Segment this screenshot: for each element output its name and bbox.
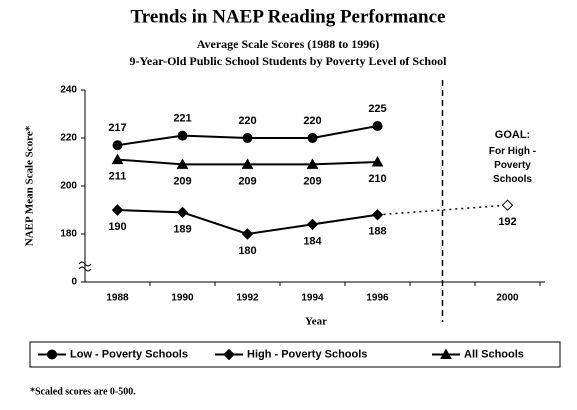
marker (242, 133, 253, 143)
marker (112, 140, 123, 151)
marker (372, 121, 383, 131)
data-label: 210 (368, 173, 386, 185)
data-label: 217 (108, 122, 126, 134)
x-tick-label: 1992 (236, 293, 259, 304)
marker (176, 206, 189, 219)
marker (440, 348, 452, 359)
chart-subtitle: Average Scale Scores (1988 to 1996) (197, 37, 380, 51)
chart-title: Trends in NAEP Reading Performance (131, 6, 446, 27)
y-tick-label: 220 (60, 133, 77, 144)
legend-label: All Schools (464, 348, 524, 360)
data-label: 189 (173, 223, 191, 235)
marker (371, 155, 384, 167)
y-axis-title: NAEP Mean Scale Score* (24, 125, 36, 246)
data-label: 192 (498, 216, 516, 228)
footnote: *Scaled scores are 0-500. (30, 386, 136, 397)
x-axis-title: Year (305, 316, 327, 328)
axis-break (78, 261, 92, 267)
data-label: 220 (303, 115, 321, 127)
marker (47, 349, 57, 360)
goal-label: For High - (489, 146, 536, 157)
data-label: 209 (303, 175, 321, 187)
axis-break (78, 266, 92, 272)
chart-subtitle: 9-Year-Old Public School Students by Pov… (130, 54, 448, 68)
marker (307, 133, 318, 143)
marker (501, 199, 514, 211)
data-label: 180 (238, 245, 256, 257)
legend-box (29, 341, 561, 368)
marker (241, 158, 254, 169)
y-tick-label: 180 (60, 229, 77, 240)
data-label: 209 (173, 175, 191, 187)
data-label: 221 (173, 113, 191, 125)
x-tick-label: 1988 (106, 293, 129, 304)
data-label: 190 (108, 221, 126, 233)
marker (111, 153, 124, 165)
data-label: 220 (238, 115, 256, 127)
goal-label: GOAL: (495, 129, 530, 141)
x-tick-label: 1996 (366, 293, 389, 304)
legend-label: Low - Poverty Schools (70, 348, 188, 360)
x-tick-label: 1990 (171, 293, 194, 304)
data-label: 188 (368, 226, 386, 238)
marker (306, 218, 319, 231)
data-label: 211 (109, 171, 127, 183)
marker (241, 228, 254, 240)
x-tick-label: 1994 (301, 293, 324, 304)
goal-connector (377, 204, 508, 216)
marker (223, 348, 235, 361)
y-tick-label: 0 (71, 277, 77, 288)
marker (176, 158, 189, 169)
legend-label: High - Poverty Schools (247, 348, 367, 360)
data-label: 184 (303, 235, 322, 247)
goal-label: Schools (493, 174, 532, 185)
data-label: 225 (368, 103, 386, 115)
marker (177, 130, 188, 141)
y-tick-label: 240 (60, 85, 77, 96)
x-tick-label: 2000 (496, 293, 519, 304)
y-tick-label: 200 (60, 181, 77, 192)
marker (306, 158, 319, 169)
marker (111, 204, 124, 216)
data-label: 209 (238, 175, 256, 187)
goal-label: Poverty (494, 160, 531, 171)
